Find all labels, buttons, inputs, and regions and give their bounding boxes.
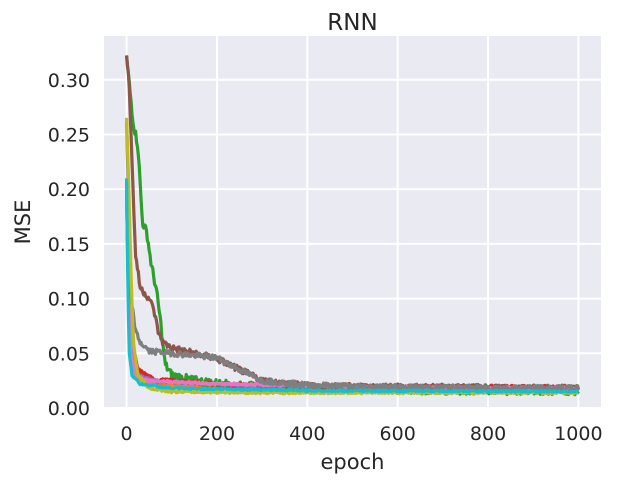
x-tick-labels: 0 200 400 600 800 1000 bbox=[121, 423, 603, 445]
x-tick-label: 800 bbox=[470, 423, 506, 445]
y-tick-label: 0.05 bbox=[48, 343, 90, 365]
chart-title: RNN bbox=[327, 10, 377, 36]
plot-background bbox=[104, 36, 601, 408]
x-tick-label: 1000 bbox=[554, 423, 602, 445]
y-tick-label: 0.10 bbox=[48, 289, 90, 311]
x-tick-label: 600 bbox=[380, 423, 416, 445]
y-tick-label: 0.30 bbox=[48, 70, 90, 92]
series-line bbox=[124, 178, 580, 394]
y-tick-label: 0.25 bbox=[48, 124, 90, 146]
y-tick-label: 0.15 bbox=[48, 234, 90, 256]
x-tick-label: 200 bbox=[199, 423, 235, 445]
y-tick-label: 0.00 bbox=[48, 398, 90, 420]
y-tick-label: 0.20 bbox=[48, 179, 90, 201]
series-lines bbox=[124, 55, 580, 397]
y-axis-label: MSE bbox=[11, 200, 35, 245]
series-line bbox=[124, 122, 580, 393]
x-tick-label: 400 bbox=[289, 423, 325, 445]
y-tick-labels: 0.00 0.05 0.10 0.15 0.20 0.25 0.30 bbox=[48, 70, 90, 420]
x-tick-label: 0 bbox=[121, 423, 133, 445]
x-axis-label: epoch bbox=[321, 450, 385, 474]
series-line bbox=[124, 117, 580, 396]
